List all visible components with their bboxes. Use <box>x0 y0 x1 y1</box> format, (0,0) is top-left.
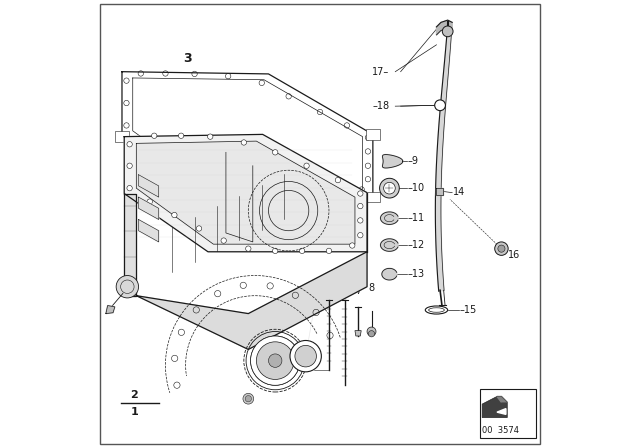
Polygon shape <box>139 197 159 220</box>
Text: –18: –18 <box>372 101 389 111</box>
Circle shape <box>358 218 363 223</box>
Circle shape <box>295 345 316 367</box>
Circle shape <box>172 212 177 218</box>
Circle shape <box>243 393 253 404</box>
Polygon shape <box>166 276 340 393</box>
Circle shape <box>358 191 363 196</box>
Polygon shape <box>139 175 159 197</box>
Text: 00  3574: 00 3574 <box>482 426 519 435</box>
Text: 5: 5 <box>326 284 332 293</box>
Polygon shape <box>132 78 362 190</box>
Text: –10: –10 <box>408 183 425 193</box>
Text: –9: –9 <box>408 156 419 166</box>
Circle shape <box>495 242 508 255</box>
Polygon shape <box>124 194 136 296</box>
Circle shape <box>335 177 340 183</box>
Polygon shape <box>355 331 361 336</box>
Circle shape <box>326 248 332 254</box>
Circle shape <box>367 327 376 336</box>
Circle shape <box>442 26 453 37</box>
Polygon shape <box>381 239 398 251</box>
Bar <box>366 129 380 140</box>
Circle shape <box>179 133 184 138</box>
Circle shape <box>207 134 213 139</box>
Polygon shape <box>106 306 115 314</box>
Text: 1: 1 <box>130 407 138 417</box>
Circle shape <box>221 238 227 243</box>
Circle shape <box>245 396 252 402</box>
Circle shape <box>358 203 363 209</box>
Circle shape <box>127 185 132 191</box>
Circle shape <box>246 246 251 251</box>
Bar <box>115 131 129 142</box>
Circle shape <box>269 354 282 367</box>
Text: 3: 3 <box>184 52 192 65</box>
Ellipse shape <box>426 306 448 314</box>
Circle shape <box>196 226 202 231</box>
Polygon shape <box>136 141 355 244</box>
Circle shape <box>383 182 396 194</box>
Text: 6: 6 <box>342 284 348 293</box>
Circle shape <box>152 133 157 138</box>
Polygon shape <box>436 188 443 195</box>
Text: 7: 7 <box>355 286 361 296</box>
Polygon shape <box>497 396 508 402</box>
Text: 17–: 17– <box>372 67 389 77</box>
Polygon shape <box>139 220 159 242</box>
Bar <box>204 192 217 202</box>
Polygon shape <box>382 268 397 280</box>
Polygon shape <box>482 396 508 418</box>
Text: –15: –15 <box>460 305 477 315</box>
Text: 8: 8 <box>369 284 374 293</box>
Circle shape <box>147 199 152 204</box>
Text: 2: 2 <box>130 390 138 400</box>
Polygon shape <box>122 72 373 197</box>
Circle shape <box>251 336 300 385</box>
Bar <box>366 192 380 202</box>
FancyBboxPatch shape <box>481 389 536 438</box>
Polygon shape <box>436 20 452 35</box>
Text: 14: 14 <box>453 187 465 197</box>
Circle shape <box>127 163 132 168</box>
Circle shape <box>273 150 278 155</box>
Circle shape <box>435 100 445 111</box>
Circle shape <box>241 140 246 145</box>
Text: –11: –11 <box>408 213 425 223</box>
Circle shape <box>304 163 309 168</box>
Circle shape <box>116 276 139 298</box>
Circle shape <box>273 248 278 254</box>
Circle shape <box>358 233 363 238</box>
Circle shape <box>380 178 399 198</box>
Text: 16: 16 <box>508 250 520 260</box>
Circle shape <box>300 248 305 254</box>
Circle shape <box>290 340 321 372</box>
Circle shape <box>257 342 294 379</box>
Text: –13: –13 <box>408 269 425 279</box>
Circle shape <box>498 245 505 252</box>
Polygon shape <box>136 252 367 349</box>
Polygon shape <box>435 36 451 291</box>
Polygon shape <box>497 409 506 414</box>
Polygon shape <box>381 212 398 224</box>
Text: 4: 4 <box>316 295 322 305</box>
Polygon shape <box>124 134 367 252</box>
Circle shape <box>349 243 355 248</box>
Text: –12: –12 <box>408 240 425 250</box>
Circle shape <box>369 331 374 337</box>
Polygon shape <box>383 155 403 168</box>
Circle shape <box>127 142 132 147</box>
